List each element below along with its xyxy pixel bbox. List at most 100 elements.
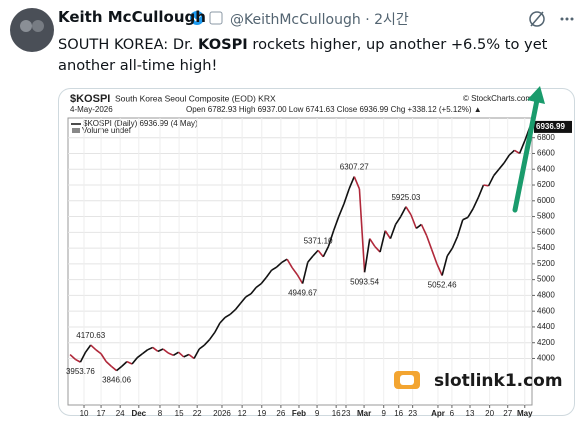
line-segment bbox=[255, 282, 262, 289]
x-tick-label: 24 bbox=[116, 409, 125, 418]
text-part: SOUTH KOREA: Dr. bbox=[58, 36, 199, 53]
line-segment bbox=[441, 255, 449, 276]
x-tick-label: 20 bbox=[485, 409, 494, 418]
line-segment bbox=[136, 353, 143, 359]
line-segment bbox=[343, 188, 350, 205]
line-segment bbox=[152, 346, 159, 353]
line-segment bbox=[198, 344, 205, 350]
line-segment bbox=[183, 353, 190, 358]
watermark: slotlink1.com bbox=[434, 371, 563, 391]
line-segment bbox=[312, 249, 319, 257]
avatar-detail bbox=[32, 20, 44, 32]
line-segment bbox=[415, 223, 422, 230]
more-dot bbox=[570, 17, 574, 21]
line-segment bbox=[167, 352, 174, 357]
x-tick-label: 27 bbox=[503, 409, 512, 418]
line-segment bbox=[307, 255, 314, 263]
line-segment bbox=[69, 353, 76, 360]
line-segment bbox=[178, 351, 185, 358]
x-tick-label: 12 bbox=[238, 409, 247, 418]
value-label: 3953.76 bbox=[66, 367, 95, 376]
line-segment bbox=[384, 230, 392, 240]
line-segment bbox=[477, 184, 485, 198]
line-segment bbox=[276, 261, 283, 268]
more-dot[interactable] bbox=[560, 17, 564, 21]
line-segment bbox=[208, 331, 216, 341]
watermark-logo-inner bbox=[400, 375, 414, 385]
line-segment bbox=[514, 149, 521, 155]
x-tick-label: 23 bbox=[342, 409, 351, 418]
line-segment bbox=[498, 162, 505, 170]
chart-date: 4-May-2026 bbox=[70, 105, 113, 114]
line-segment bbox=[436, 263, 443, 276]
line-segment bbox=[425, 235, 433, 250]
value-label: 6307.27 bbox=[340, 163, 369, 172]
y-tick-label: 5400 bbox=[537, 243, 555, 252]
grok-icon-slash bbox=[530, 11, 544, 27]
handle[interactable]: @KeithMcCullough bbox=[230, 12, 361, 28]
x-tick-label: 8 bbox=[158, 409, 163, 418]
x-tick-label: 17 bbox=[97, 409, 106, 418]
x-tick-label: 26 bbox=[276, 409, 285, 418]
affiliate-icon bbox=[209, 11, 223, 25]
line-segment bbox=[260, 276, 268, 285]
x-tick-label: 16 bbox=[332, 409, 341, 418]
y-tick-label: 6600 bbox=[537, 149, 555, 158]
x-tick-label: 19 bbox=[257, 409, 266, 418]
line-segment bbox=[100, 353, 107, 363]
line-segment bbox=[188, 353, 195, 360]
last-value-box bbox=[534, 120, 572, 133]
line-segment bbox=[90, 344, 97, 351]
avatar[interactable] bbox=[10, 8, 54, 52]
grok-icon[interactable] bbox=[529, 11, 545, 27]
line-segment bbox=[95, 349, 102, 355]
line-segment bbox=[214, 322, 221, 333]
x-tick-label: 16 bbox=[394, 409, 403, 418]
plot-marks: 4000 4200 4400 4600 4800 5000 5200 5400 5600 5800… bbox=[66, 118, 572, 418]
line-segment bbox=[162, 348, 169, 354]
line-segment bbox=[74, 358, 81, 363]
line-segment bbox=[301, 262, 309, 284]
line-segment bbox=[131, 357, 138, 365]
x-tick-label: 2026 bbox=[213, 409, 231, 418]
line-segment bbox=[84, 344, 92, 353]
y-tick-label: 4800 bbox=[537, 291, 555, 300]
annotation-arrow bbox=[512, 97, 540, 213]
line-segment bbox=[203, 339, 211, 346]
line-segment bbox=[234, 302, 242, 311]
line-segment bbox=[172, 351, 179, 357]
line-segment bbox=[405, 206, 412, 216]
tweet-text: SOUTH KOREA: Dr. KOSPI rockets higher, u… bbox=[58, 34, 573, 76]
verified-badge bbox=[190, 11, 204, 25]
x-tick-label: 6 bbox=[450, 409, 455, 418]
value-label: 5093.54 bbox=[350, 277, 379, 286]
line-segment bbox=[379, 230, 387, 253]
line-segment bbox=[105, 361, 112, 367]
x-tick-label: 9 bbox=[381, 409, 386, 418]
line-segment bbox=[483, 184, 489, 187]
line-segment bbox=[219, 316, 226, 324]
avatar-detail bbox=[20, 20, 32, 32]
line-segment bbox=[462, 216, 469, 221]
line-segment bbox=[369, 238, 376, 247]
x-tick-label: May bbox=[517, 409, 533, 418]
x-tick-label: Mar bbox=[357, 409, 371, 418]
volume-swatch bbox=[72, 128, 80, 133]
value-label: 4949.67 bbox=[288, 289, 317, 298]
line-segment bbox=[348, 176, 355, 190]
line-segment bbox=[493, 168, 500, 177]
line-segment bbox=[126, 360, 133, 365]
author-name[interactable]: Keith McCullough bbox=[58, 8, 206, 26]
post-time[interactable]: · 2시간 bbox=[365, 12, 409, 28]
line-segment bbox=[245, 293, 252, 298]
x-tick-label: 22 bbox=[193, 409, 202, 418]
y-tick-label: 5800 bbox=[537, 212, 555, 221]
chart-ohlc: Open 6782.93 High 6937.00 Low 6741.63 Cl… bbox=[186, 105, 482, 114]
x-tick-label: Feb bbox=[292, 409, 306, 418]
handle-time: @KeithMcCullough · 2시간 bbox=[230, 9, 409, 29]
y-tick-label: 4200 bbox=[537, 338, 555, 347]
line-segment bbox=[518, 140, 526, 154]
line-segment bbox=[291, 267, 299, 276]
y-tick-label: 5000 bbox=[537, 275, 555, 284]
